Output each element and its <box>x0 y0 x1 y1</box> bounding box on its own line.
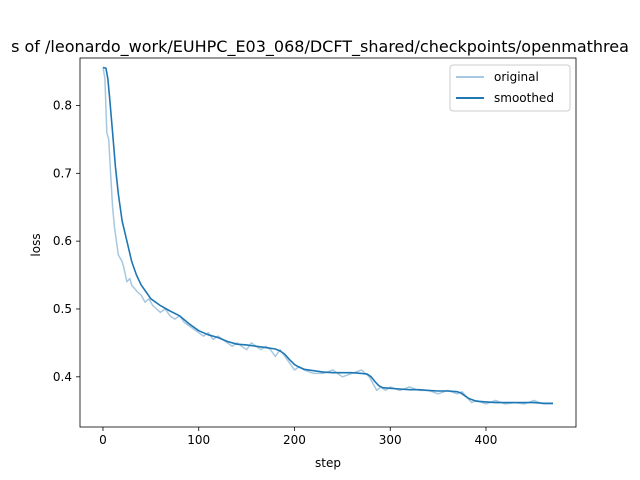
chart-title: s of /leonardo_work/EUHPC_E03_068/DCFT_s… <box>11 37 629 57</box>
series-line-original <box>102 67 553 405</box>
x-tick-label: 300 <box>379 433 402 447</box>
y-axis-ticks: 0.4 0.5 0.6 0.7 0.8 <box>53 98 80 384</box>
y-tick-label: 0.4 <box>53 370 72 384</box>
legend-label-smoothed: smoothed <box>494 91 554 105</box>
y-tick-label: 0.8 <box>53 98 72 112</box>
x-axis-ticks: 0 100 200 300 400 <box>99 427 497 447</box>
y-tick-label: 0.5 <box>53 302 72 316</box>
y-tick-label: 0.6 <box>53 234 72 248</box>
y-tick-label: 0.7 <box>53 166 72 180</box>
x-tick-label: 0 <box>99 433 107 447</box>
x-tick-label: 400 <box>475 433 498 447</box>
y-axis-label: loss <box>29 233 43 256</box>
x-tick-label: 200 <box>283 433 306 447</box>
plot-area <box>79 57 577 428</box>
series-line-smoothed <box>102 66 553 405</box>
x-axis-label: step <box>315 456 341 470</box>
axes-frame <box>79 57 577 428</box>
legend-label-original: original <box>494 70 539 84</box>
legend: original smoothed <box>449 64 571 112</box>
x-tick-label: 100 <box>187 433 210 447</box>
